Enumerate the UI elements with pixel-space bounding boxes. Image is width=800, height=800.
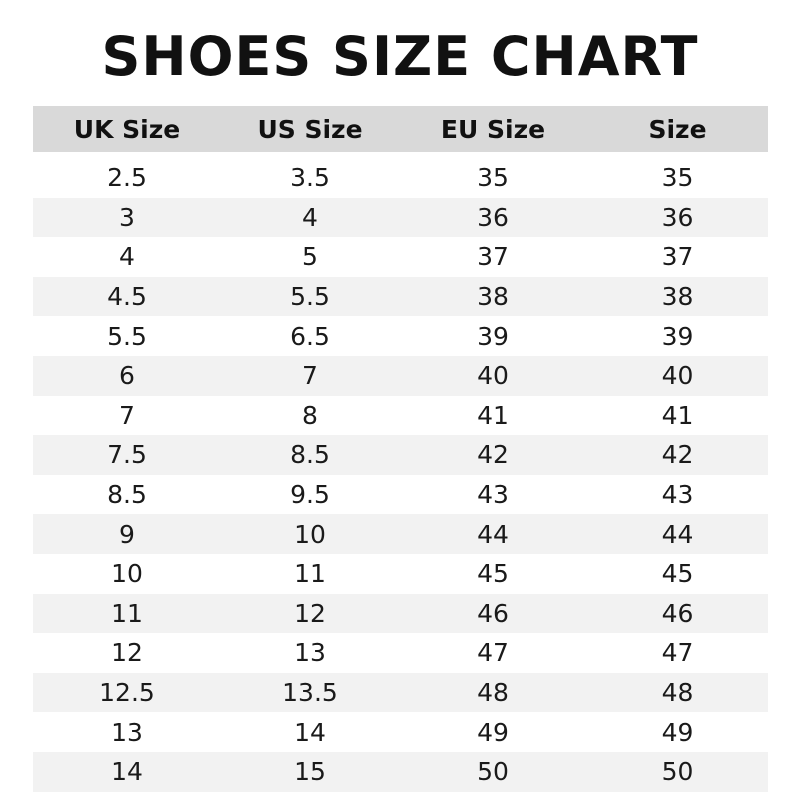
table-row: 5.5 6.5 39 39	[33, 316, 768, 356]
cell-eu-size: 49	[477, 717, 509, 747]
cell-us-size: 8	[302, 400, 318, 430]
cell-us-size: 13.5	[282, 678, 338, 708]
cell-eu-size: 46	[477, 598, 509, 628]
cell-size: 36	[661, 202, 694, 232]
cell-size: 50	[661, 757, 694, 787]
cell-size: 38	[661, 282, 694, 312]
cell-eu-size: 42	[477, 440, 509, 470]
cell-eu-size: 41	[477, 400, 509, 430]
header-size: Size	[648, 114, 707, 144]
cell-us-size: 6.5	[290, 321, 330, 351]
table-row: 4 5 37 37	[33, 237, 768, 277]
cell-eu-size: 47	[477, 638, 509, 668]
table-header-row: UK Size US Size EU Size Size	[33, 106, 768, 152]
cell-uk-size: 5.5	[107, 321, 147, 351]
cell-eu-size: 45	[477, 559, 509, 589]
cell-eu-size: 39	[477, 321, 509, 351]
table-row: 2.5 3.5 35 35	[33, 158, 768, 198]
cell-us-size: 11	[294, 559, 326, 589]
table-row: 10 11 45 45	[33, 554, 768, 594]
table-row: 12 13 47 47	[33, 633, 768, 673]
table-row: 3 4 36 36	[33, 197, 768, 238]
cell-size: 41	[661, 400, 694, 430]
cell-eu-size: 36	[477, 202, 509, 232]
cell-size: 44	[661, 519, 694, 549]
table-row: 6 7 40 40	[33, 355, 768, 396]
cell-eu-size: 38	[477, 282, 509, 312]
cell-uk-size: 7	[119, 400, 135, 430]
cell-us-size: 14	[294, 717, 326, 747]
cell-eu-size: 43	[477, 480, 509, 510]
cell-us-size: 12	[294, 598, 326, 628]
table-row: 4.5 5.5 38 38	[33, 276, 768, 317]
cell-eu-size: 35	[477, 163, 509, 193]
header-uk-size: UK Size	[73, 114, 181, 144]
cell-us-size: 4	[302, 202, 318, 232]
cell-us-size: 3.5	[290, 163, 330, 193]
cell-size: 39	[661, 321, 694, 351]
cell-eu-size: 37	[477, 242, 509, 272]
cell-uk-size: 2.5	[107, 163, 147, 193]
table-row: 14 15 50 50	[33, 751, 768, 792]
cell-us-size: 9.5	[290, 480, 330, 510]
table-row: 7 8 41 41	[33, 396, 768, 436]
cell-uk-size: 14	[111, 757, 143, 787]
cell-eu-size: 40	[477, 361, 509, 391]
cell-size: 40	[661, 361, 694, 391]
cell-us-size: 7	[302, 361, 318, 391]
table-row: 12.5 13.5 48 48	[33, 672, 768, 713]
size-table: UK Size US Size EU Size Size 2.5 3.5 35 35 3…	[33, 106, 768, 792]
cell-size: 43	[661, 480, 694, 510]
cell-uk-size: 12	[111, 638, 143, 668]
cell-uk-size: 8.5	[107, 480, 147, 510]
cell-size: 49	[661, 717, 694, 747]
cell-eu-size: 48	[477, 678, 509, 708]
cell-us-size: 13	[294, 638, 326, 668]
cell-eu-size: 50	[477, 757, 509, 787]
cell-size: 42	[661, 440, 694, 470]
cell-us-size: 5.5	[290, 282, 330, 312]
cell-size: 46	[661, 598, 694, 628]
cell-uk-size: 3	[119, 202, 135, 232]
cell-uk-size: 4.5	[107, 282, 147, 312]
cell-uk-size: 6	[119, 361, 135, 391]
cell-eu-size: 44	[477, 519, 509, 549]
table-row: 9 10 44 44	[33, 514, 768, 554]
table-row: 13 14 49 49	[33, 712, 768, 752]
cell-us-size: 5	[302, 242, 318, 272]
cell-uk-size: 13	[111, 717, 143, 747]
cell-uk-size: 10	[111, 559, 143, 589]
table-row: 7.5 8.5 42 42	[33, 435, 768, 475]
table-row: 8.5 9.5 43 43	[33, 475, 768, 515]
cell-uk-size: 9	[119, 519, 135, 549]
cell-size: 37	[661, 242, 694, 272]
table-row: 11 12 46 46	[33, 593, 768, 634]
header-eu-size: EU Size	[440, 114, 546, 144]
cell-us-size: 15	[294, 757, 326, 787]
cell-size: 35	[661, 163, 694, 193]
cell-uk-size: 11	[111, 598, 143, 628]
page-title: SHOES SIZE CHART	[101, 25, 699, 88]
header-us-size: US Size	[257, 114, 363, 144]
cell-size: 48	[661, 678, 694, 708]
cell-size: 47	[661, 638, 694, 668]
cell-us-size: 10	[294, 519, 326, 549]
cell-uk-size: 4	[119, 242, 135, 272]
cell-us-size: 8.5	[290, 440, 330, 470]
cell-uk-size: 7.5	[107, 440, 147, 470]
cell-size: 45	[661, 559, 694, 589]
cell-uk-size: 12.5	[99, 678, 155, 708]
